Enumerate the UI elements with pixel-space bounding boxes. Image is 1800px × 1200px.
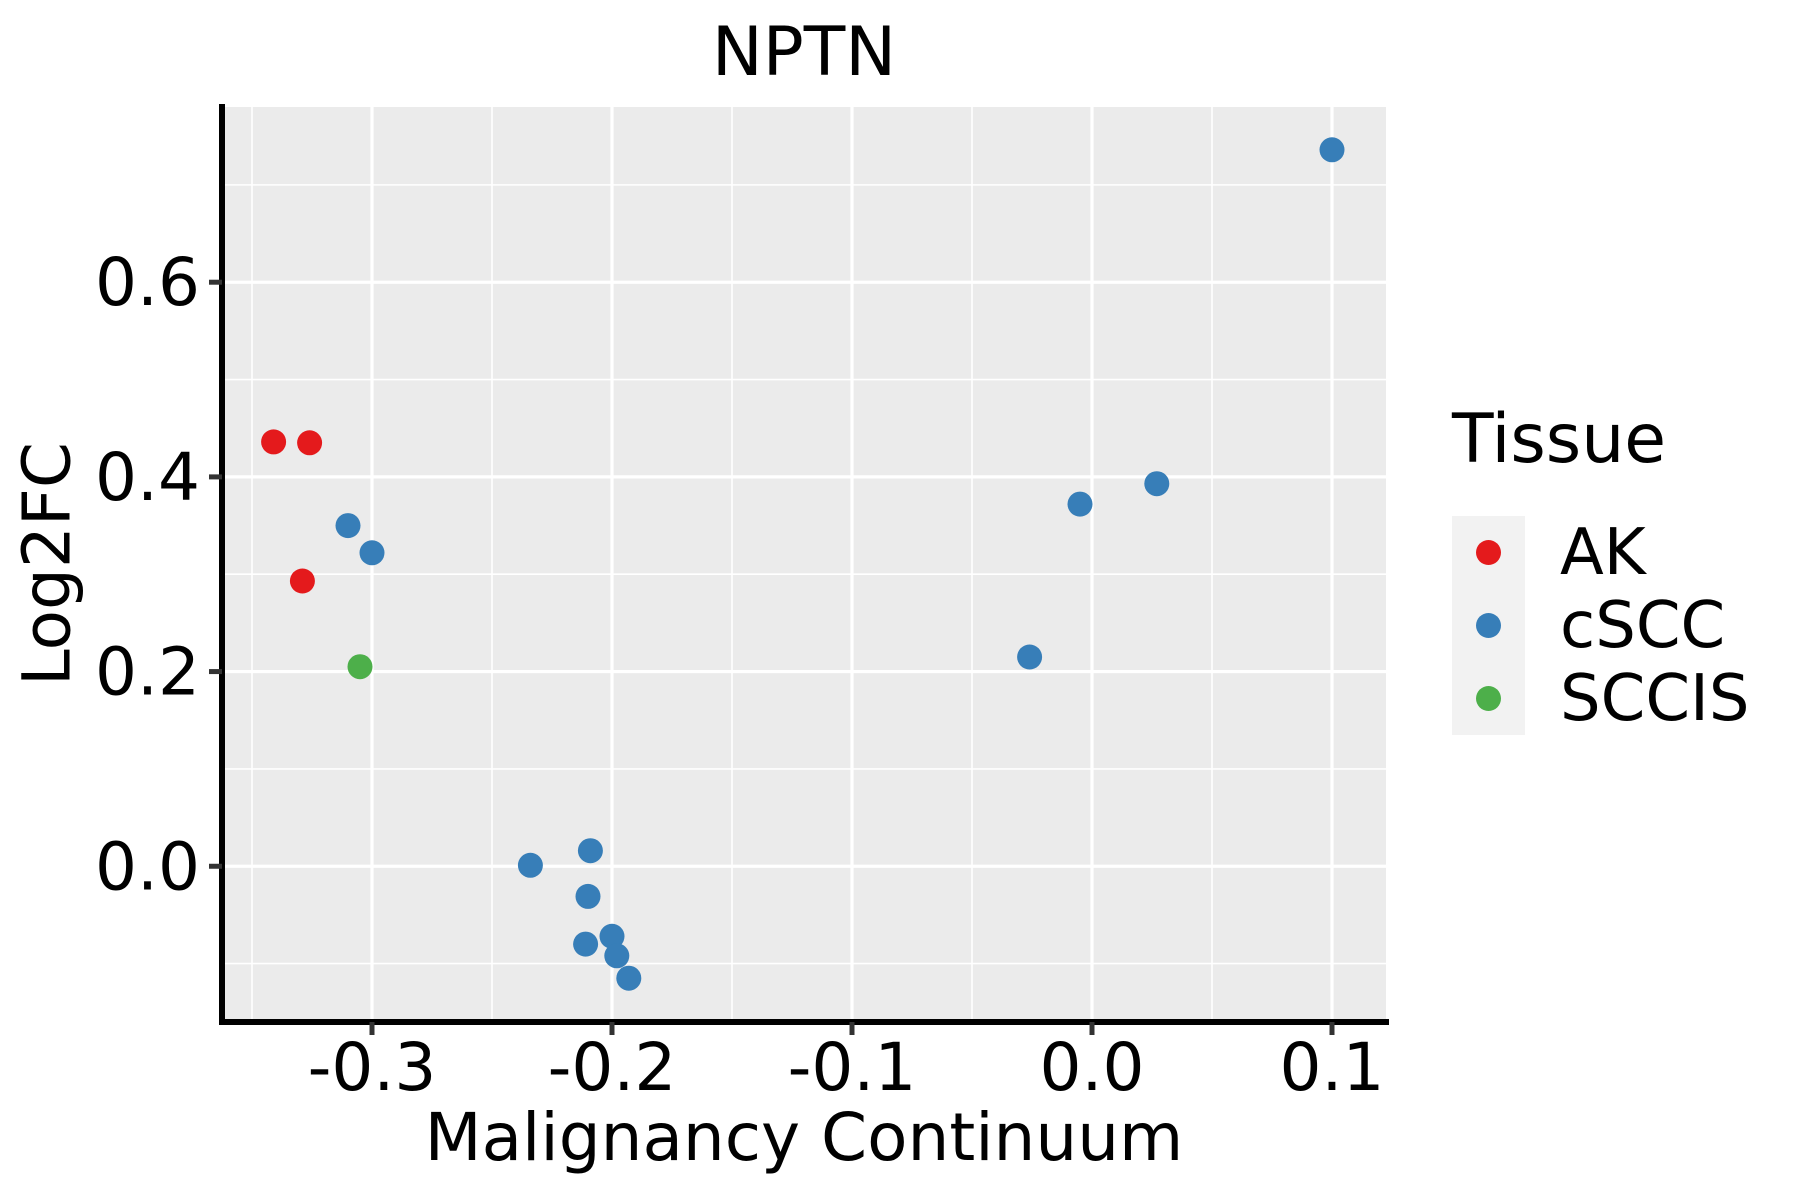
x-tick-label: 0.0 [1040, 1029, 1145, 1106]
y-tick-label: 0.0 [95, 828, 200, 905]
legend: Tissue AK cSCC SCCIS [1452, 406, 1750, 735]
y-tick-label: 0.2 [95, 634, 200, 711]
x-tick-label: -0.1 [788, 1029, 917, 1106]
data-point-cSCC [359, 540, 385, 566]
y-tick-label: 0.4 [95, 439, 200, 516]
data-point-cSCC [575, 883, 601, 909]
legend-item-label: AK [1560, 515, 1646, 590]
legend-key [1452, 589, 1525, 662]
data-point-cSCC [335, 513, 361, 539]
data-point-cSCC [1319, 137, 1345, 163]
data-point-cSCC [599, 923, 625, 949]
x-tick-label: 0.1 [1280, 1029, 1385, 1106]
data-point-cSCC [577, 838, 603, 864]
legend-title: Tissue [1452, 400, 1667, 479]
sccis-dot-icon [1476, 686, 1501, 711]
legend-item-sccis: SCCIS [1452, 662, 1750, 735]
legend-item-label: SCCIS [1560, 661, 1750, 736]
legend-items: AK cSCC SCCIS [1452, 516, 1750, 735]
legend-item-ak: AK [1452, 516, 1750, 589]
legend-item-cscc: cSCC [1452, 589, 1750, 662]
legend-item-label: cSCC [1560, 588, 1726, 663]
data-point-AK [297, 430, 323, 456]
data-point-cSCC [616, 965, 642, 991]
x-tick-label: -0.2 [548, 1029, 677, 1106]
legend-key [1452, 662, 1525, 735]
data-point-SCCIS [347, 654, 373, 680]
data-point-cSCC [1067, 491, 1093, 517]
ak-dot-icon [1476, 540, 1501, 565]
cscc-dot-icon [1476, 613, 1501, 638]
data-point-cSCC [604, 943, 630, 969]
plot-panel [222, 107, 1386, 1022]
data-point-AK [261, 429, 287, 455]
chart-title: NPTN [711, 13, 897, 92]
data-point-cSCC [1144, 471, 1170, 497]
x-tick-label: -0.3 [308, 1029, 437, 1106]
legend-key [1452, 516, 1525, 589]
x-axis-title: Malignancy Continuum [424, 1099, 1184, 1176]
y-axis-title: Log2FC [8, 442, 86, 687]
data-point-cSCC [573, 931, 599, 957]
y-tick-label: 0.6 [95, 244, 200, 321]
data-point-AK [289, 568, 315, 594]
data-point-cSCC [517, 852, 543, 878]
data-point-cSCC [1017, 644, 1043, 670]
